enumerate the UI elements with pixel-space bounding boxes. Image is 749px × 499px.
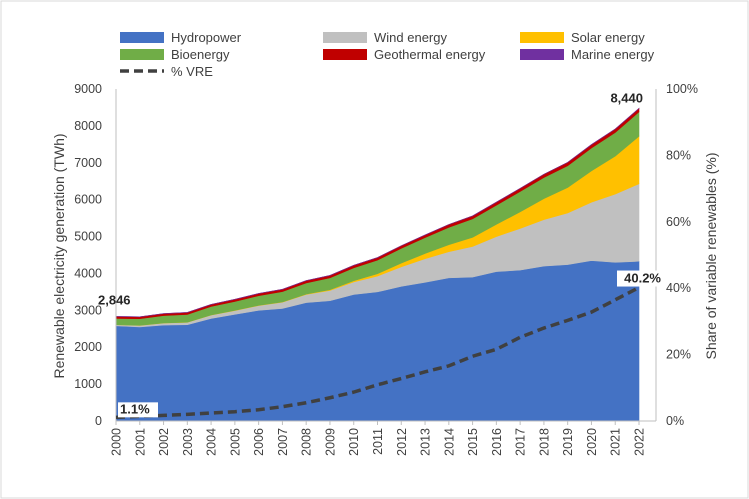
legend-swatch-hydropower (120, 32, 164, 43)
x-tick-label: 2000 (110, 428, 124, 456)
x-tick-label: 2009 (323, 428, 337, 456)
callout-start-vre-bg (118, 402, 158, 418)
x-tick-label: 2013 (419, 428, 433, 456)
callout-start-total: 2,846 (98, 292, 131, 307)
x-tick-label: 2007 (276, 428, 290, 456)
y-tick-label: 3000 (74, 303, 102, 317)
callout-end-total: 8,440 (610, 90, 643, 105)
x-tick-label: 2022 (633, 428, 647, 456)
x-tick-label: 2010 (347, 428, 361, 456)
y-tick-label: 8000 (74, 119, 102, 133)
x-tick-label: 2003 (181, 428, 195, 456)
axes: 01000200030004000500060007000800090000%2… (74, 82, 698, 456)
y2-axis-title: Share of variable renewables (%) (703, 153, 719, 360)
x-tick-label: 2020 (585, 428, 599, 456)
x-tick-label: 2004 (205, 428, 219, 456)
y2-tick-label: 80% (666, 148, 691, 162)
legend: Hydropower Wind energy Solar energy Bioener… (120, 30, 655, 79)
y2-tick-label: 20% (666, 348, 691, 362)
y-tick-label: 1000 (74, 377, 102, 391)
legend-swatch-wind-energy (323, 32, 367, 43)
legend-label-vre: % VRE (171, 64, 213, 79)
x-tick-label: 2018 (537, 428, 551, 456)
y-tick-label: 2000 (74, 340, 102, 354)
x-tick-label: 2016 (490, 428, 504, 456)
x-tick-label: 2005 (228, 428, 242, 456)
legend-swatch-solar-energy (520, 32, 564, 43)
y-axis-title: Renewable electricity generation (TWh) (51, 133, 67, 378)
x-tick-label: 2017 (514, 428, 528, 456)
x-tick-label: 2008 (300, 428, 314, 456)
x-tick-label: 2012 (395, 428, 409, 456)
x-tick-label: 2014 (442, 428, 456, 456)
y2-tick-label: 40% (666, 281, 691, 295)
x-tick-label: 2002 (157, 428, 171, 456)
callout-end-vre-bg (617, 270, 663, 287)
x-tick-label: 2011 (371, 428, 385, 455)
legend-swatch-marine-energy (520, 49, 564, 60)
legend-swatch-bioenergy (120, 49, 164, 60)
y-tick-label: 4000 (74, 266, 102, 280)
vre-line-group (115, 285, 640, 420)
y2-tick-label: 100% (666, 82, 698, 96)
legend-label-marine-energy: Marine energy (571, 47, 655, 62)
legend-label-solar-energy: Solar energy (571, 30, 645, 45)
legend-label-geothermal-energy: Geothermal energy (374, 47, 486, 62)
x-tick-label: 2019 (561, 428, 575, 456)
y-tick-label: 6000 (74, 193, 102, 207)
legend-label-hydropower: Hydropower (171, 30, 242, 45)
y2-tick-label: 0% (666, 414, 684, 428)
area-series-group (115, 107, 640, 422)
callouts: 2,846 8,440 1.1% 40.2% (98, 90, 663, 418)
y-tick-label: 7000 (74, 156, 102, 170)
area-marine-energy (115, 107, 640, 318)
legend-label-wind-energy: Wind energy (374, 30, 447, 45)
x-tick-label: 2021 (609, 428, 623, 456)
vre-line (115, 285, 640, 420)
callout-end-vre: 40.2% (624, 271, 661, 286)
x-tick-label: 2015 (466, 428, 480, 456)
callout-start-vre: 1.1% (120, 401, 150, 416)
y-tick-label: 5000 (74, 230, 102, 244)
y-tick-label: 9000 (74, 82, 102, 96)
x-tick-label: 2006 (252, 428, 266, 456)
y-tick-label: 0 (95, 414, 102, 428)
x-tick-label: 2001 (133, 428, 147, 456)
y2-tick-label: 60% (666, 215, 691, 229)
legend-label-bioenergy: Bioenergy (171, 47, 230, 62)
legend-swatch-geothermal-energy (323, 49, 367, 60)
